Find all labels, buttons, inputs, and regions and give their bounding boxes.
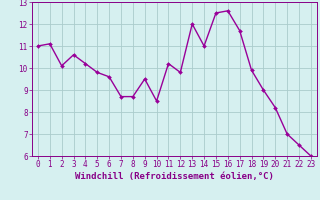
X-axis label: Windchill (Refroidissement éolien,°C): Windchill (Refroidissement éolien,°C) bbox=[75, 172, 274, 181]
